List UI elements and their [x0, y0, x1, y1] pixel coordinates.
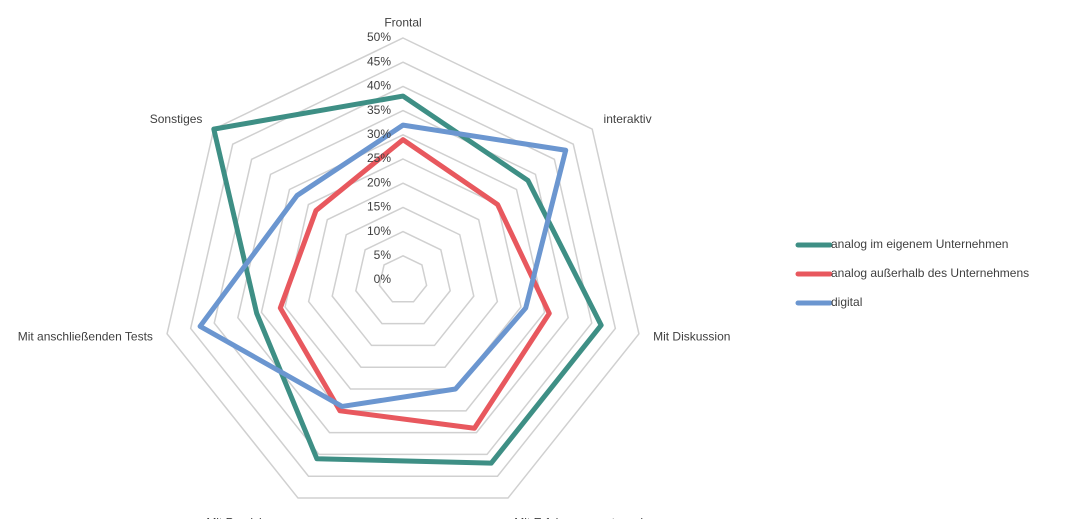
grid-ring	[355, 230, 451, 325]
tick-label: 40%	[367, 79, 391, 93]
tick-label: 15%	[367, 200, 391, 214]
series-line	[277, 137, 552, 431]
tick-label: 30%	[367, 127, 391, 141]
tick-label: 10%	[367, 224, 391, 238]
grid-ring	[260, 133, 546, 412]
axis-label: Mit Diskussion	[653, 329, 730, 343]
series-line	[197, 122, 569, 409]
tick-label: 5%	[374, 248, 392, 262]
axis-label: Mit Praxisbezug	[206, 515, 291, 519]
legend-label: digital	[831, 295, 862, 309]
grid-ring	[284, 158, 522, 390]
axis-label: Mit Erfahrungsaustausch	[514, 515, 647, 519]
axis-label: Frontal	[384, 16, 421, 30]
tick-label: 45%	[367, 54, 391, 68]
grid-ring	[307, 182, 499, 368]
grid-ring	[378, 254, 428, 303]
grid-ring	[331, 206, 475, 347]
grid-ring	[213, 85, 593, 456]
tick-label: 50%	[367, 30, 391, 44]
axis-label: interaktiv	[604, 112, 652, 126]
legend-label: analog außerhalb des Unternehmens	[831, 266, 1029, 280]
series-line	[211, 93, 604, 466]
tick-label: 25%	[367, 151, 391, 165]
tick-label: 0%	[374, 272, 392, 286]
tick-label: 35%	[367, 103, 391, 117]
axis-label: Mit anschließenden Tests	[18, 329, 153, 343]
grid-ring	[237, 109, 569, 434]
axis-label: Sonstiges	[150, 112, 203, 126]
legend-label: analog im eigenem Unternehmen	[831, 237, 1008, 251]
grid-ring	[166, 37, 640, 499]
tick-label: 20%	[367, 175, 391, 189]
